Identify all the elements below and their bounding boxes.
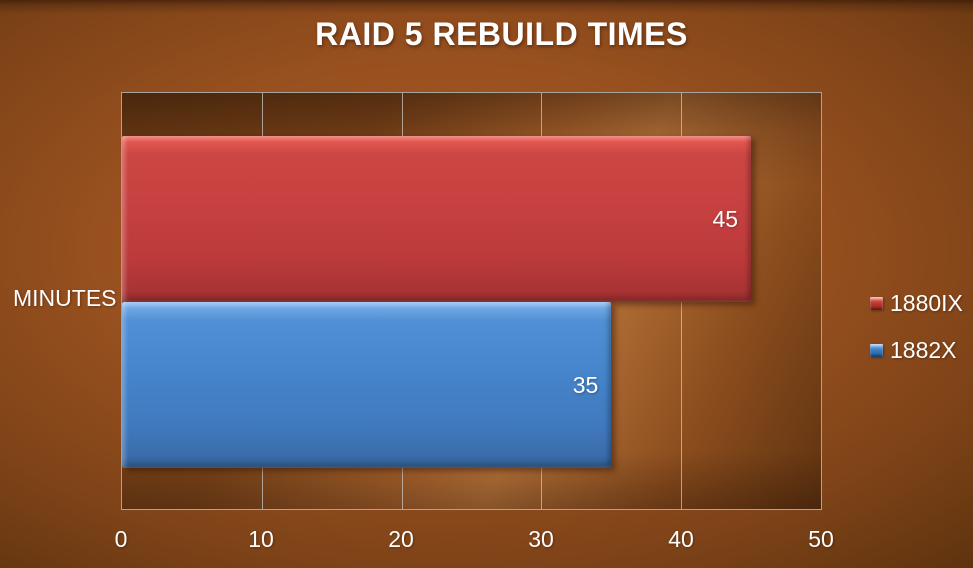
x-tick-20: 20 [388,526,414,552]
bar-1880ix: 45 [122,136,752,302]
legend-marker-blue-icon [870,344,883,357]
legend-item-1882x: 1882X [870,337,963,364]
chart-legend: 1880IX 1882X [870,290,963,384]
x-tick-40: 40 [668,526,694,552]
category-axis-label: MINUTES [13,285,117,311]
bar-value-label: 45 [712,205,739,232]
bar-value-label: 35 [572,371,599,398]
x-tick-10: 10 [248,526,274,552]
legend-marker-red-icon [870,297,883,310]
bar-1882x: 35 [122,302,612,468]
chart-title: RAID 5 REBUILD TIMES [315,16,688,52]
x-tick-0: 0 [114,526,128,552]
x-tick-50: 50 [808,526,834,552]
legend-label: 1880IX [890,290,963,316]
legend-label: 1882X [890,337,957,363]
legend-item-1880ix: 1880IX [870,290,963,317]
plot-area: 45 35 [121,92,822,510]
x-tick-30: 30 [528,526,554,552]
